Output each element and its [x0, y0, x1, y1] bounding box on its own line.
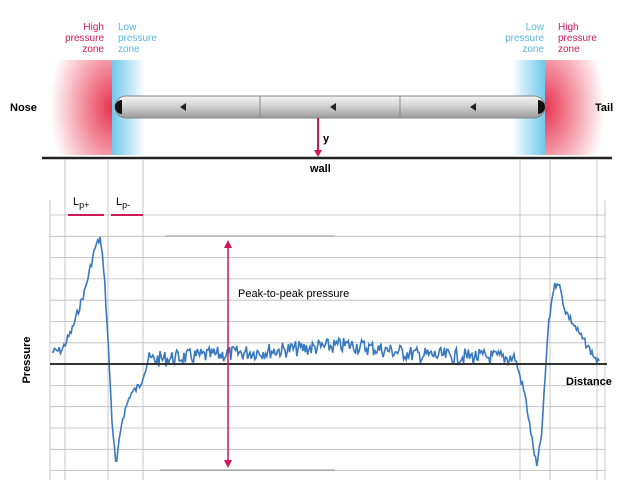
- pressure-trace: [52, 237, 599, 466]
- wall-label: wall: [309, 163, 331, 175]
- lp-minus-label: Lp-: [116, 196, 130, 210]
- nose-label: Nose: [10, 102, 37, 114]
- y-label: y: [323, 133, 330, 145]
- peak-label: Peak-to-peak pressure: [238, 288, 349, 300]
- lp-plus-label: Lp+: [73, 196, 89, 210]
- y-arrow-head: [314, 150, 322, 157]
- diagram: Highpressurezone Lowpressurezone Lowpres…: [0, 0, 627, 487]
- plot: Lp+ Lp- Peak-to-peak pressure Pressure D…: [21, 196, 612, 470]
- tail-label: Tail: [595, 102, 613, 114]
- grid: [50, 160, 605, 480]
- x-axis-label: Distance: [566, 376, 612, 388]
- y-axis-label: Pressure: [21, 336, 33, 383]
- high-zone: [50, 60, 112, 155]
